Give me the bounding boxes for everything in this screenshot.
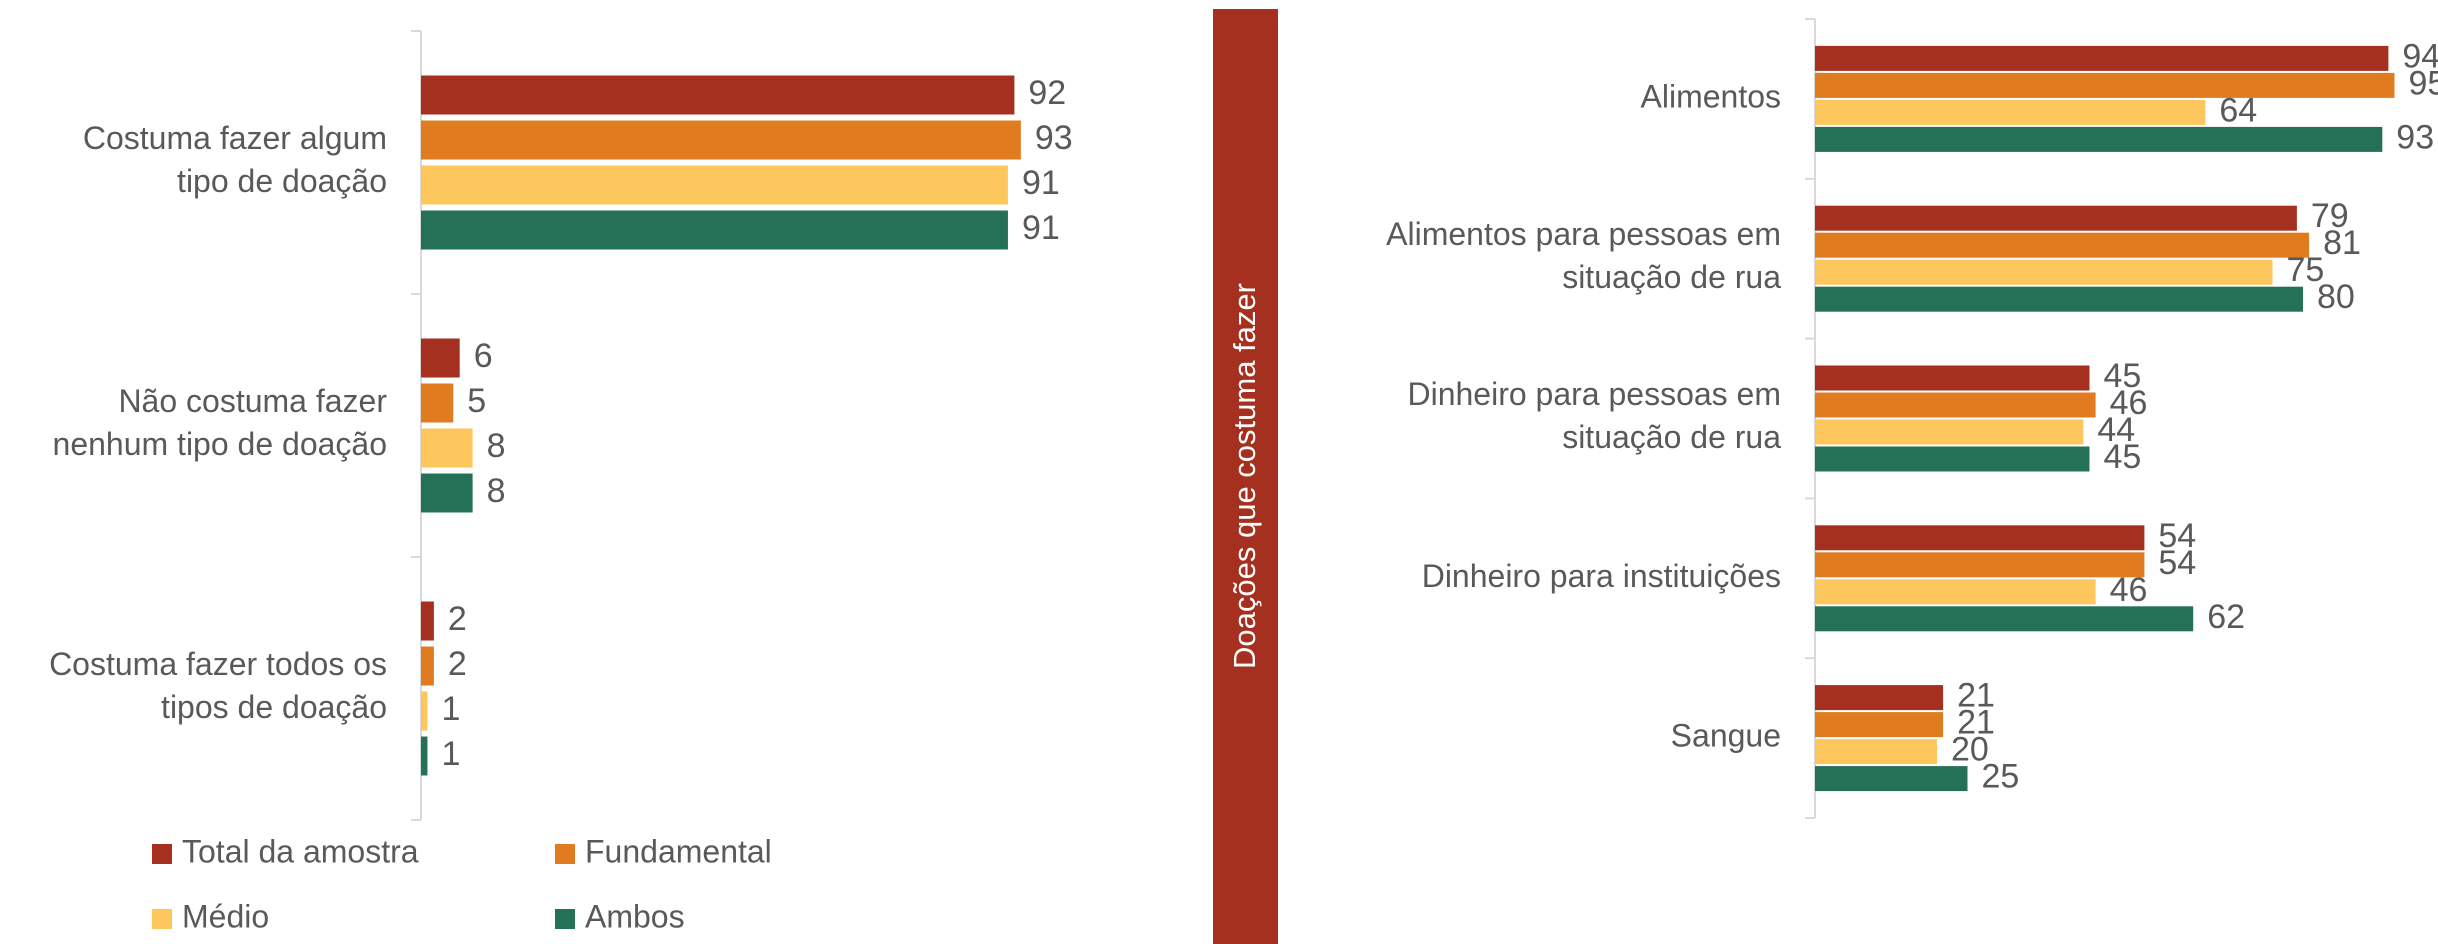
value-label: 1 [441, 690, 460, 728]
value-label: 95 [2409, 64, 2438, 102]
bar [1815, 365, 2090, 391]
bar [1815, 72, 2395, 98]
value-label: 94 [2402, 37, 2438, 75]
value-label: 91 [1022, 209, 1060, 247]
legend-swatch [152, 909, 172, 929]
bar [1815, 606, 2194, 632]
bar [1815, 552, 2145, 578]
value-label: 45 [2104, 438, 2142, 476]
legend-swatch [152, 844, 172, 864]
value-label: 6 [474, 337, 493, 375]
legend-label: Total da amostra [182, 833, 419, 869]
bar [421, 428, 473, 468]
category-label: Dinheiro para pessoas em situação de rua [1407, 376, 1781, 455]
bar [421, 691, 428, 731]
value-label: 75 [2287, 251, 2325, 289]
value-label: 45 [2104, 357, 2142, 395]
bar [421, 473, 473, 513]
bar [1815, 712, 1944, 738]
bar [421, 338, 460, 378]
bar [1815, 739, 1937, 765]
bar [421, 383, 454, 423]
value-label: 8 [487, 427, 506, 465]
value-label: 25 [1982, 758, 2020, 796]
value-label: 21 [1957, 677, 1995, 715]
category-label: Alimentos [1641, 78, 1782, 114]
value-label: 93 [1035, 119, 1073, 157]
legend-swatch [555, 844, 575, 864]
value-label: 64 [2219, 91, 2257, 129]
category-label: Sangue [1671, 718, 1781, 754]
category-label: Dinheiro para instituições [1422, 558, 1781, 594]
value-label: 92 [1028, 74, 1066, 112]
side-band [1213, 9, 1278, 944]
side-label: Doações que costuma fazer [1227, 283, 1262, 669]
value-label: 80 [2317, 278, 2355, 316]
value-label: 20 [1951, 731, 1989, 769]
bar [421, 210, 1008, 250]
legend-label: Ambos [585, 898, 685, 934]
bar [421, 646, 434, 686]
category-label: Alimentos para pessoas em situação de rua [1386, 217, 1781, 296]
value-label: 2 [448, 600, 467, 638]
value-label: 81 [2323, 224, 2361, 262]
bar [1815, 126, 2383, 152]
bar [421, 736, 428, 776]
value-label: 8 [487, 472, 506, 510]
value-label: 54 [2158, 544, 2196, 582]
bar [1815, 45, 2389, 71]
legend-label: Fundamental [585, 833, 772, 869]
value-label: 5 [467, 382, 486, 420]
bar [1815, 232, 2310, 258]
bar [421, 601, 434, 641]
category-label: Costuma fazer algum tipo de doação [83, 120, 387, 199]
bar [1815, 99, 2206, 125]
bar [1815, 685, 1944, 711]
value-label: 46 [2110, 384, 2148, 422]
value-label: 54 [2158, 517, 2196, 555]
category-label: Costuma fazer todos os tipos de doação [49, 646, 387, 725]
legend-label: Médio [182, 898, 269, 934]
bar [1815, 525, 2145, 551]
bar [1815, 446, 2090, 472]
value-label: 62 [2207, 598, 2245, 636]
value-label: 1 [441, 735, 460, 773]
value-label: 2 [448, 645, 467, 683]
bar [1815, 392, 2096, 418]
bar [1815, 205, 2297, 231]
bar [1815, 579, 2096, 605]
bar [421, 120, 1021, 160]
value-label: 91 [1022, 164, 1060, 202]
bar [421, 165, 1008, 205]
category-label: Não costuma fazer nenhum tipo de doação [53, 383, 388, 462]
value-label: 46 [2110, 571, 2148, 609]
bar [1815, 259, 2273, 285]
value-label: 44 [2097, 411, 2135, 449]
bar [1815, 286, 2303, 312]
value-label: 79 [2311, 197, 2349, 235]
bar [1815, 419, 2084, 445]
bar [421, 75, 1015, 115]
bar [1815, 766, 1968, 792]
value-label: 21 [1957, 704, 1995, 742]
value-label: 93 [2396, 118, 2434, 156]
legend-swatch [555, 909, 575, 929]
